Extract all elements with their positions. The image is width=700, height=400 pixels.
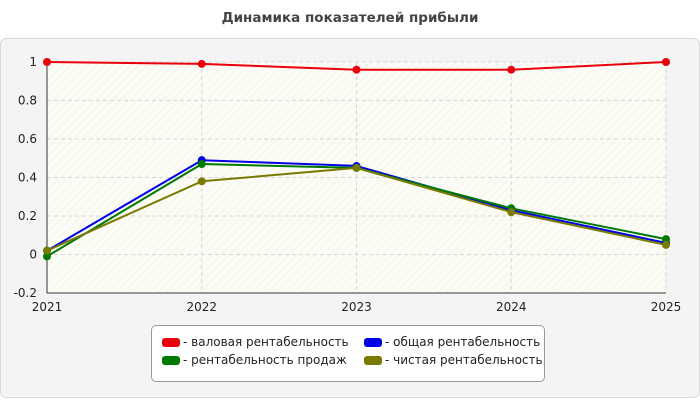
y-tick-label: 0.4: [18, 171, 37, 185]
legend-label: - валовая рентабельность: [183, 335, 349, 349]
data-point: [662, 240, 670, 249]
x-tick-label: 2025: [651, 300, 682, 314]
legend-swatch: [364, 355, 382, 365]
legend-item-total-profitability: - общая рентабельность: [364, 335, 540, 349]
legend: - валовая рентабельность - общая рентабе…: [151, 325, 545, 382]
data-point: [197, 177, 206, 186]
legend-item-gross-margin: - валовая рентабельность: [162, 335, 349, 349]
legend-label: - общая рентабельность: [385, 335, 541, 349]
legend-item-sales-profitability: - рентабельность продаж: [162, 353, 347, 367]
data-point: [352, 65, 361, 74]
data-point: [507, 65, 516, 74]
data-point: [197, 59, 206, 68]
legend-label: - чистая рентабельность: [385, 353, 543, 367]
x-tick-label: 2024: [496, 300, 527, 314]
y-tick-label: 1: [29, 55, 37, 69]
data-point: [43, 246, 51, 255]
legend-item-net-profitability: - чистая рентабельность: [364, 353, 543, 367]
grid: [47, 61, 667, 293]
y-tick-label: 0.2: [18, 209, 37, 223]
x-tick-label: 2023: [341, 300, 372, 314]
data-point: [507, 208, 516, 217]
legend-swatch: [162, 355, 180, 365]
y-tick-label: 0.8: [18, 94, 37, 108]
data-point: [352, 163, 361, 172]
x-tick-label: 2021: [32, 300, 63, 314]
legend-swatch: [364, 337, 382, 347]
data-point: [43, 58, 51, 66]
data-point: [662, 58, 670, 66]
legend-label: - рентабельность продаж: [183, 353, 347, 367]
y-tick-label: 0.6: [18, 132, 37, 146]
y-tick-label: 0: [29, 248, 37, 262]
x-tick-label: 2022: [186, 300, 217, 314]
y-tick-label: -0.2: [14, 286, 37, 300]
data-point: [197, 160, 206, 169]
series: [43, 58, 670, 261]
chart-title: Динамика показателей прибыли: [221, 10, 479, 26]
legend-swatch: [162, 337, 180, 347]
